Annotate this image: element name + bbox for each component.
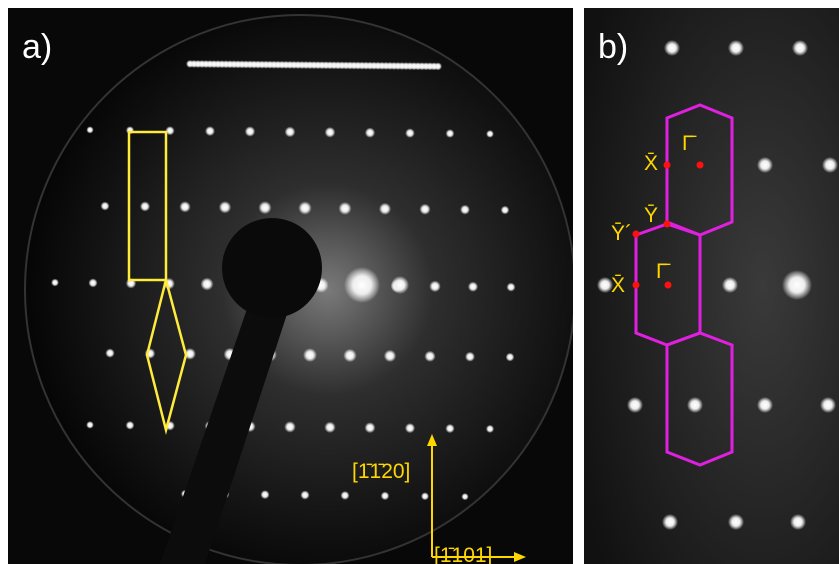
diffraction-spot (126, 421, 135, 430)
diffraction-spot (421, 492, 429, 500)
diffraction-spot (86, 126, 93, 133)
diffraction-spot (340, 491, 349, 500)
diffraction-spot (105, 348, 114, 357)
diffraction-spot (101, 202, 110, 211)
point-label: Ȳ (644, 204, 658, 227)
diffraction-spot (728, 514, 744, 530)
diffraction-spot (365, 128, 375, 138)
diffraction-spot (344, 267, 380, 303)
panel-label: a) (22, 28, 52, 66)
diffraction-spot (419, 204, 430, 215)
point-label: X̄ (644, 152, 658, 175)
diffraction-spot (627, 397, 643, 413)
diffraction-spot (245, 126, 255, 136)
diffraction-spot (285, 127, 296, 138)
panel-a: a) [1̄1̄20] [1̄101] (8, 8, 575, 564)
diffraction-spot (179, 201, 190, 212)
diffraction-spot (822, 157, 838, 173)
figure: a) [1̄1̄20] [1̄101] b) X̄ Γ̄ Ȳ Ȳ´ X̄ Γ̄ (0, 0, 839, 564)
point-label: X̄ (611, 274, 625, 297)
diffraction-spot (460, 205, 470, 215)
diffraction-spot (501, 206, 510, 215)
diffraction-spot (86, 421, 94, 429)
diffraction-spot (88, 278, 97, 287)
diffraction-spot (465, 352, 475, 362)
diffraction-spot (258, 201, 271, 214)
diffraction-spot (140, 201, 150, 211)
diffraction-spot (343, 349, 356, 362)
point-label: Ȳ´ (611, 222, 632, 245)
diffraction-spot (820, 397, 836, 413)
diffraction-spot (405, 423, 415, 433)
diffraction-spot (201, 278, 214, 291)
diffraction-spot (51, 279, 59, 287)
diffraction-spot (219, 201, 231, 213)
holder-shadow (222, 218, 322, 318)
diffraction-spot (429, 281, 440, 292)
diffraction-spot (298, 201, 311, 214)
diffraction-spot (792, 40, 808, 56)
diffraction-spot (205, 126, 215, 136)
diffraction-spot (300, 490, 309, 499)
diffraction-spot (506, 353, 515, 362)
diffraction-spot (339, 202, 352, 215)
diffraction-spot (381, 492, 390, 501)
diffraction-spot (384, 350, 396, 362)
diffraction-spot (662, 514, 678, 530)
panel-label: b) (598, 28, 628, 66)
diffraction-spot (303, 348, 317, 362)
diffraction-spot (664, 40, 680, 56)
diffraction-spot (405, 128, 415, 138)
diffraction-spot (782, 270, 812, 300)
diffraction-spot (434, 62, 442, 70)
diffraction-spot (728, 40, 744, 56)
diffraction-spot (790, 514, 806, 530)
diffraction-spot (445, 424, 454, 433)
diffraction-spot (324, 422, 335, 433)
diffraction-spot (722, 277, 738, 293)
diffraction-spot (757, 397, 773, 413)
panel-b: b) X̄ Γ̄ Ȳ Ȳ´ X̄ Γ̄ (584, 8, 839, 564)
diffraction-spot (461, 493, 468, 500)
diffraction-spot (391, 276, 409, 294)
diffraction-spot (486, 130, 494, 138)
direction-label: [1̄1̄20] (352, 460, 410, 483)
diffraction-spot (757, 157, 773, 173)
diffraction-spot (424, 351, 435, 362)
diffraction-spot (379, 203, 391, 215)
diffraction-spot (260, 490, 269, 499)
direction-label: [1̄101] (434, 544, 492, 564)
diffraction-spot (325, 127, 336, 138)
diffraction-spot (284, 421, 295, 432)
page: a) [1̄1̄20] [1̄101] b) X̄ Γ̄ Ȳ Ȳ´ X̄ Γ̄ … (0, 0, 839, 564)
diffraction-spot (365, 422, 376, 433)
diffraction-spot (468, 282, 478, 292)
diffraction-spot (507, 283, 516, 292)
diffraction-spot (687, 397, 703, 413)
diffraction-spot (486, 425, 494, 433)
diffraction-spot (446, 129, 455, 138)
